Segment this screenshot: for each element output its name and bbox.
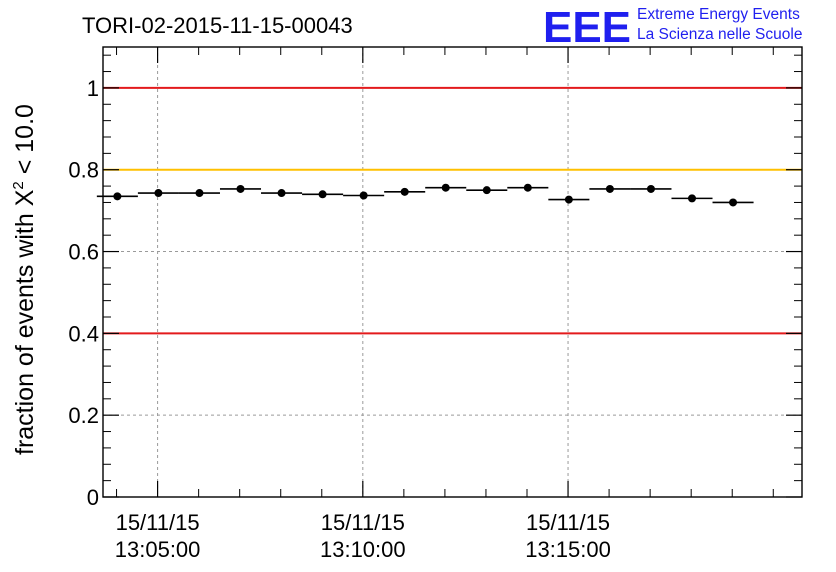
data-point [482, 186, 491, 195]
y-tick-label: 0.6 [68, 240, 99, 265]
data-point [605, 184, 614, 193]
y-tick-label: 0 [87, 485, 99, 510]
data-point [236, 184, 245, 193]
x-tick-date-label: 15/11/15 [526, 510, 610, 535]
x-tick-date-label: 15/11/15 [116, 510, 200, 535]
grid-lines [103, 47, 802, 497]
data-series [96, 183, 754, 207]
data-point [687, 194, 696, 203]
reference-lines [103, 86, 802, 335]
axes: 00.20.40.60.8115/11/1513:05:0015/11/1513… [68, 47, 802, 562]
x-tick-time-label: 13:10:00 [320, 537, 406, 562]
data-point [195, 189, 204, 198]
data-point [113, 192, 122, 201]
eee-logo: EEE Extreme Energy Events La Scienza nel… [543, 3, 802, 52]
data-point [523, 183, 532, 192]
data-point [277, 189, 286, 198]
data-point [359, 191, 368, 200]
data-point [400, 187, 409, 196]
data-point [318, 190, 327, 199]
x-tick-date-label: 15/11/15 [321, 510, 405, 535]
y-axis-label: fraction of events with X2 < 10.0 [10, 104, 39, 455]
logo-line-2: La Scienza nelle Scuole [637, 26, 802, 43]
y-tick-label: 0.4 [68, 321, 99, 346]
data-point [441, 183, 450, 192]
data-point [646, 184, 655, 193]
x-tick-time-label: 13:05:00 [115, 537, 201, 562]
data-point [154, 189, 163, 198]
x-tick-time-label: 13:15:00 [525, 537, 611, 562]
y-tick-label: 0.8 [68, 158, 99, 183]
data-point [729, 198, 738, 207]
plot-frame [102, 46, 803, 498]
data-point [564, 195, 573, 204]
logo-mark: EEE [543, 3, 631, 52]
y-tick-label: 1 [87, 76, 99, 101]
y-tick-label: 0.2 [68, 403, 99, 428]
chart-title: TORI-02-2015-11-15-00043 [82, 13, 353, 38]
logo-line-1: Extreme Energy Events [637, 6, 800, 23]
